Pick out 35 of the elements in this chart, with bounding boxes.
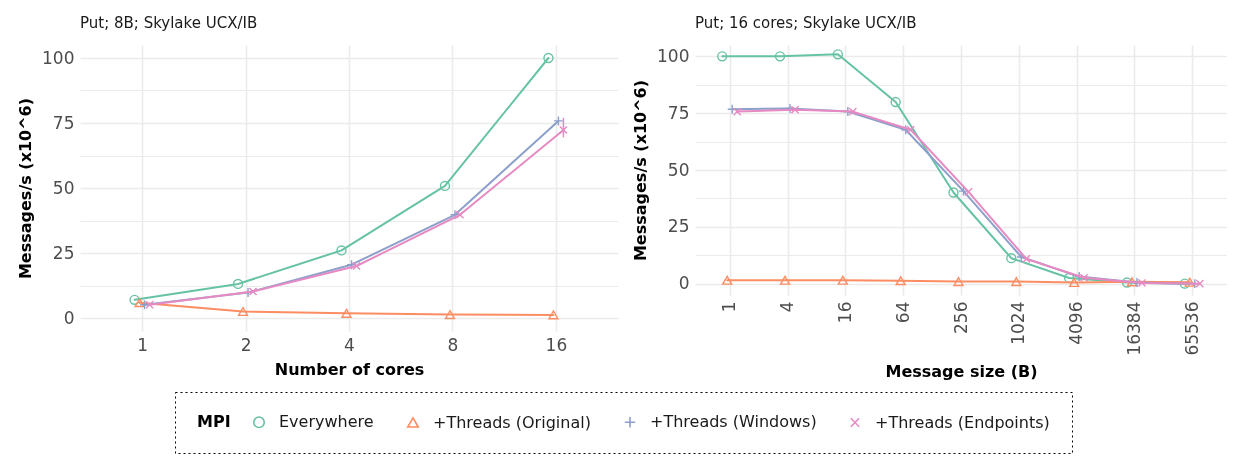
y-tick-label: 50 (667, 159, 690, 180)
x-tick-label: 1 (719, 301, 740, 313)
y-tick-label: 0 (678, 273, 690, 294)
y-tick-label: 50 (52, 177, 75, 198)
y-tick-label: 25 (52, 242, 75, 263)
legend-label: +Threads (Endpoints) (875, 412, 1050, 432)
chart-title: Put; 8B; Skylake UCX/IB (80, 14, 258, 32)
y-tick-label: 0 (63, 307, 75, 328)
y-tick-label: 100 (42, 47, 75, 68)
legend-label: Everywhere (279, 412, 374, 432)
x-tick-label: 4 (344, 334, 355, 355)
legend-title: MPI (197, 412, 231, 431)
x-tick-label: 16 (834, 301, 855, 324)
x-tick-label: 16 (545, 334, 568, 355)
y-tick-label: 25 (667, 216, 690, 237)
x-axis-title: Number of cores (274, 359, 425, 379)
y-tick-label: 75 (667, 102, 690, 123)
y-axis-title: Messages/s (x10^6) (631, 79, 651, 262)
x-tick-label: 16384 (1123, 301, 1144, 356)
y-tick-label: 75 (52, 112, 75, 133)
x-tick-label: 1024 (1008, 301, 1029, 345)
x-tick-label: 65536 (1181, 301, 1202, 356)
legend-label: +Threads (Windows) (650, 412, 817, 432)
x-tick-label: 8 (447, 334, 459, 355)
x-axis-title: Message size (B) (885, 361, 1038, 381)
legend-label: +Threads (Original) (433, 412, 591, 432)
x-tick-label: 1 (137, 334, 148, 355)
chart-title: Put; 16 cores; Skylake UCX/IB (695, 14, 917, 32)
x-tick-label: 256 (950, 301, 971, 334)
x-tick-label: 64 (892, 301, 913, 324)
y-axis-title: Messages/s (x10^6) (16, 97, 36, 280)
x-tick-label: 4 (777, 301, 798, 313)
y-tick-label: 100 (657, 45, 690, 66)
x-tick-label: 4096 (1066, 301, 1087, 345)
x-tick-label: 2 (240, 334, 252, 355)
